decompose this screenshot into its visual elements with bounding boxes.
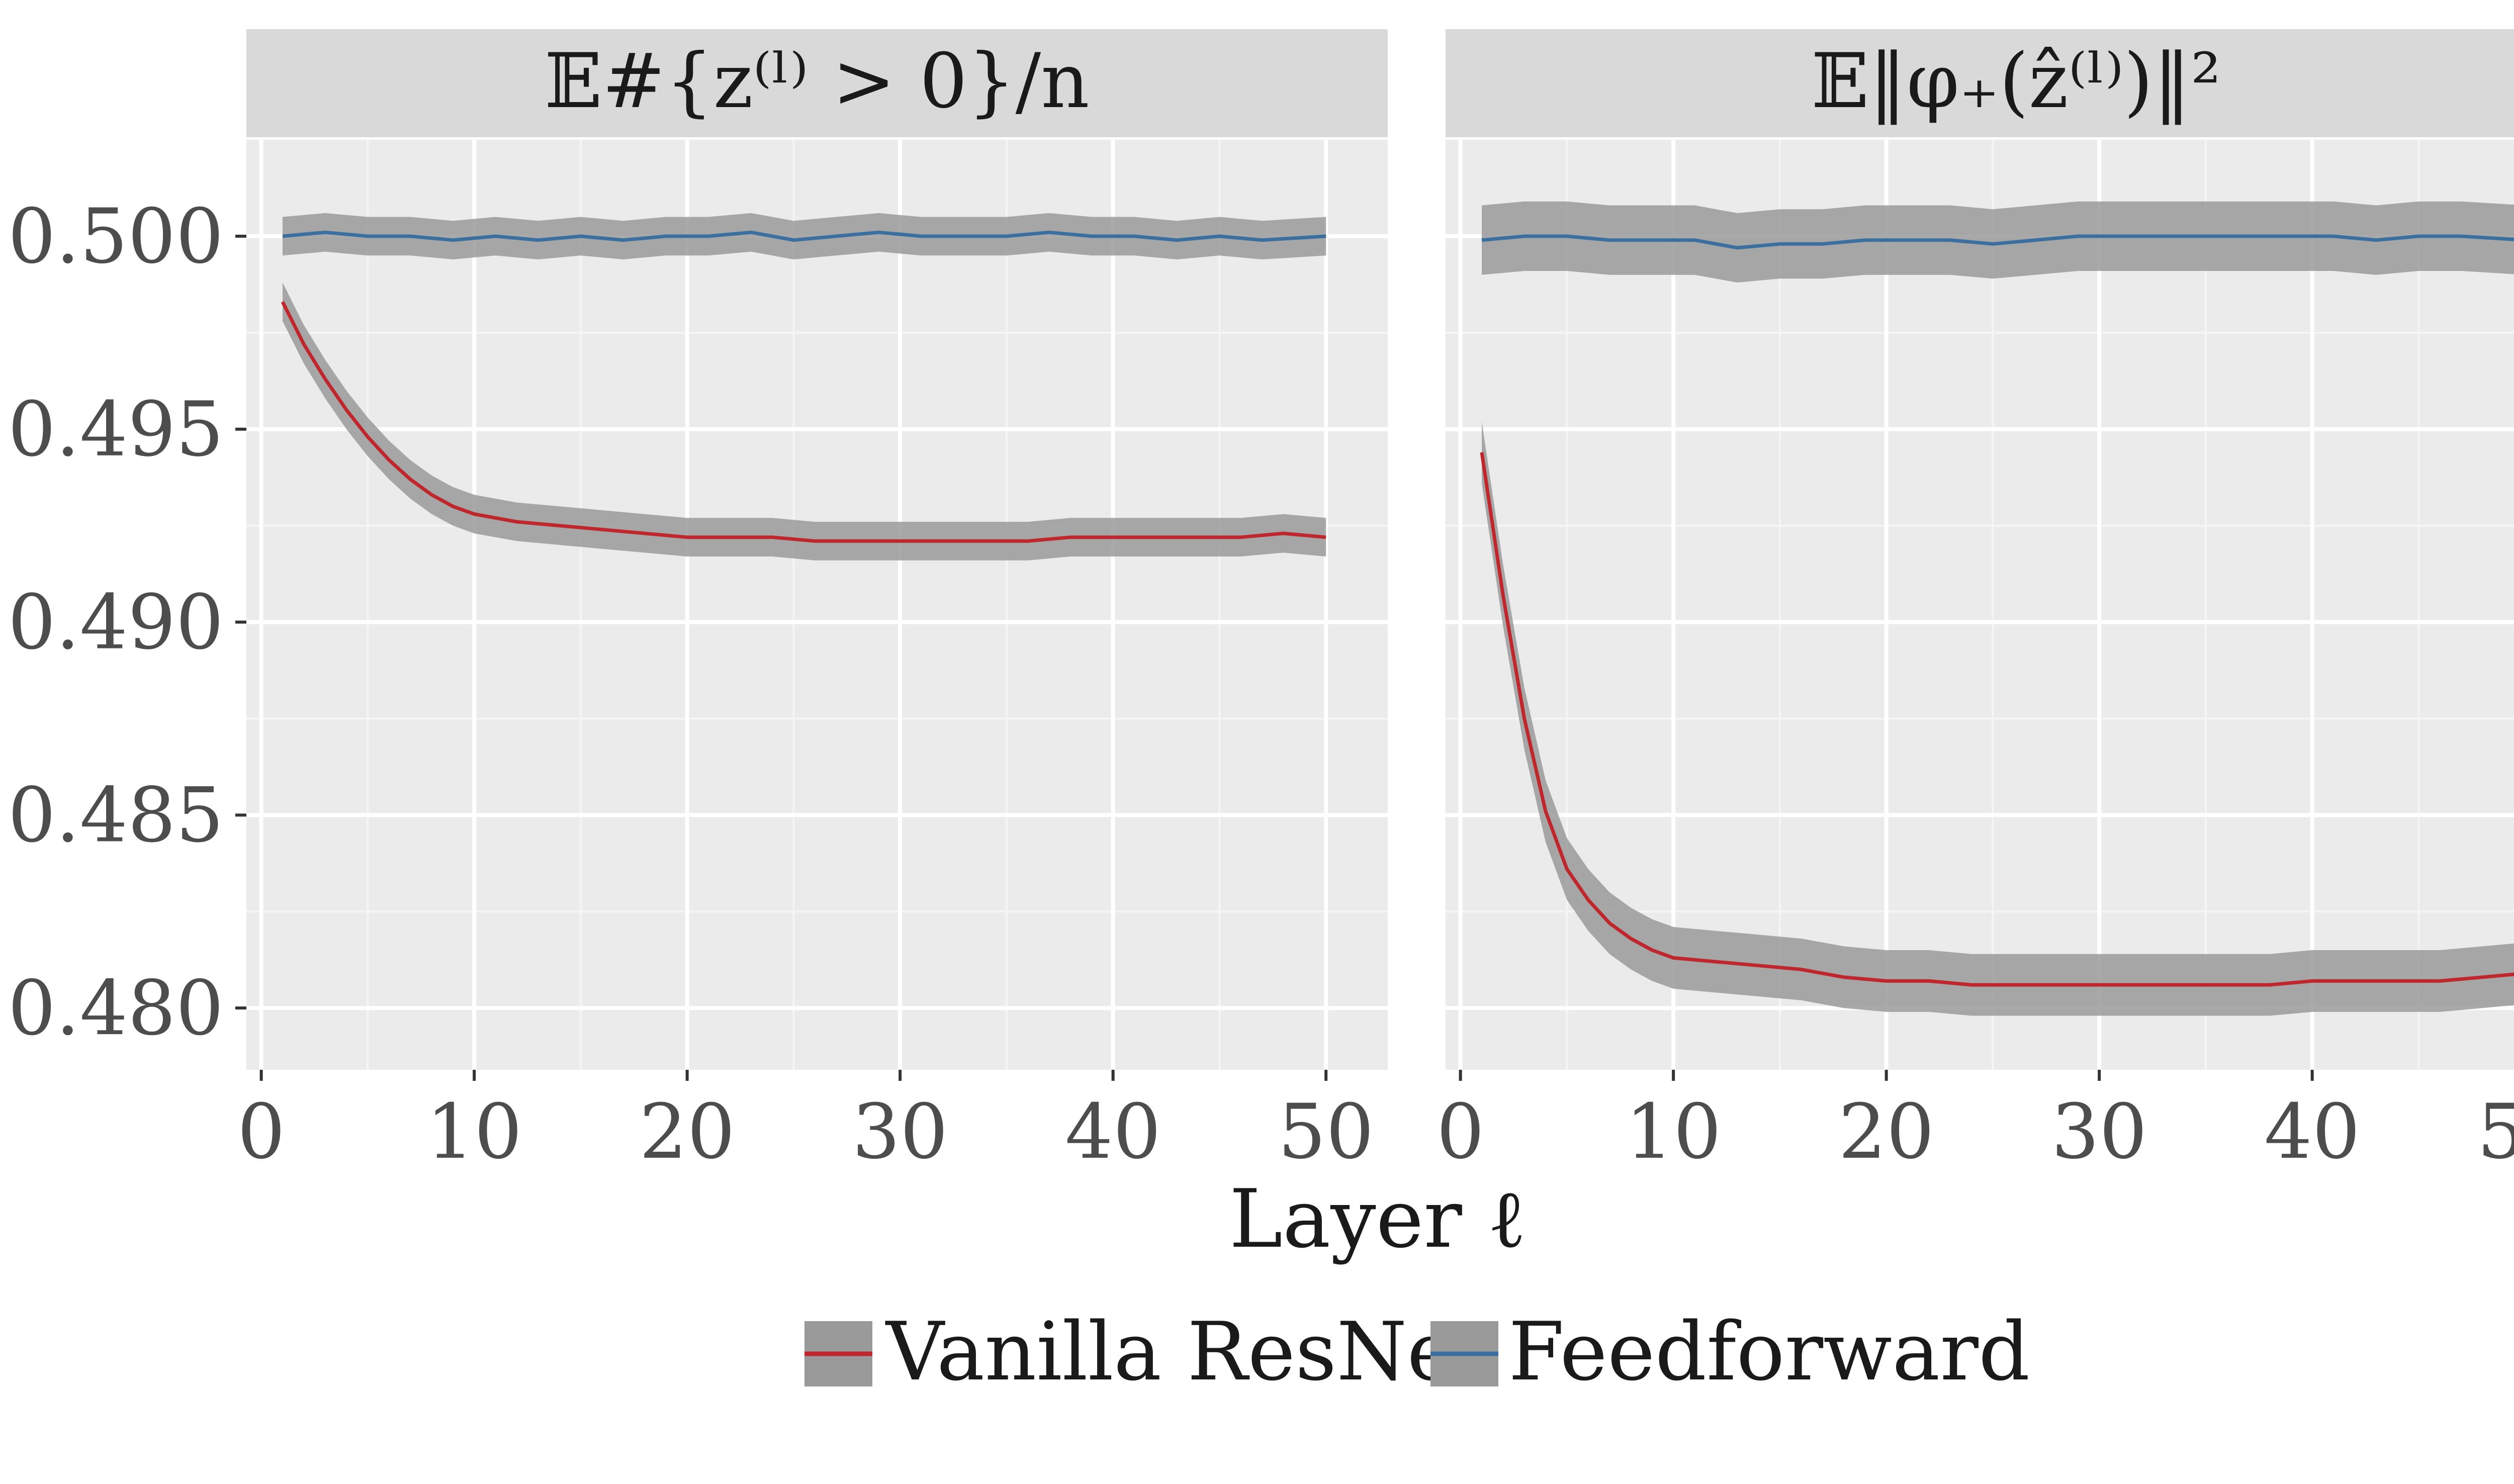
band-feedforward bbox=[283, 213, 1326, 259]
plot-background bbox=[246, 140, 1388, 1070]
y-tick-label: 0.485 bbox=[8, 772, 224, 859]
confidence-bands bbox=[283, 213, 1326, 561]
y-axis: 0.480 0.485 0.490 0.495 0.500 bbox=[8, 193, 246, 1052]
y-tick-label: 0.480 bbox=[8, 965, 224, 1052]
x-tick-label: 50 bbox=[2477, 1088, 2514, 1176]
x-tick-label: 20 bbox=[1838, 1088, 1934, 1176]
x-tick-label: 10 bbox=[426, 1088, 522, 1176]
y-tick-label: 0.495 bbox=[8, 386, 224, 474]
series-lines bbox=[1480, 234, 2514, 987]
band-vanilla-resnet bbox=[1482, 421, 2514, 1016]
line-feedforward bbox=[1481, 234, 2514, 250]
x-tick-label: 0 bbox=[237, 1088, 285, 1176]
x-tick-label: 20 bbox=[639, 1088, 735, 1176]
x-tick-label: 10 bbox=[1626, 1088, 1722, 1176]
strip-background bbox=[1446, 29, 2514, 137]
series-lines bbox=[281, 230, 1326, 543]
x-ticks: 0 10 20 30 40 50 bbox=[237, 1070, 1374, 1176]
panel-right: 𝔼‖φ₊(ẑ⁽ˡ⁾)‖² 0 10 20 30 40 50 bbox=[1436, 29, 2514, 1176]
x-tick-label: 30 bbox=[2051, 1088, 2147, 1176]
x-axis-title: Layer ℓ bbox=[1229, 1172, 1527, 1266]
x-tick-label: 40 bbox=[1065, 1088, 1161, 1176]
line-feedforward bbox=[282, 230, 1326, 242]
panel-title: 𝔼‖φ₊(ẑ⁽ˡ⁾)‖² bbox=[1812, 38, 2221, 125]
legend-label: Vanilla ResNet bbox=[885, 1305, 1487, 1399]
line-vanilla-resnet bbox=[281, 301, 1326, 543]
gridlines bbox=[246, 140, 1388, 1070]
x-tick-label: 30 bbox=[852, 1088, 948, 1176]
x-ticks: 0 10 20 30 40 50 bbox=[1436, 1070, 2514, 1176]
y-tick-label: 0.500 bbox=[8, 193, 224, 281]
y-tick-label: 0.490 bbox=[8, 579, 224, 667]
x-tick-label: 50 bbox=[1278, 1088, 1374, 1176]
legend: Vanilla ResNet Feedforward bbox=[804, 1305, 2030, 1399]
x-tick-label: 0 bbox=[1436, 1088, 1484, 1176]
panel-title: 𝔼#{z⁽ˡ⁾ > 0}/n bbox=[545, 38, 1090, 125]
band-vanilla-resnet bbox=[283, 283, 1326, 561]
legend-item-feedforward: Feedforward bbox=[1430, 1305, 2030, 1399]
panel-left: 𝔼#{z⁽ˡ⁾ > 0}/n 0 10 20 30 40 50 bbox=[237, 29, 1388, 1176]
x-tick-label: 40 bbox=[2264, 1088, 2360, 1176]
legend-label: Feedforward bbox=[1508, 1305, 2030, 1399]
line-vanilla-resnet bbox=[1480, 452, 2514, 987]
legend-item-vanilla-resnet: Vanilla ResNet bbox=[804, 1305, 1487, 1399]
strip-background bbox=[246, 29, 1388, 137]
